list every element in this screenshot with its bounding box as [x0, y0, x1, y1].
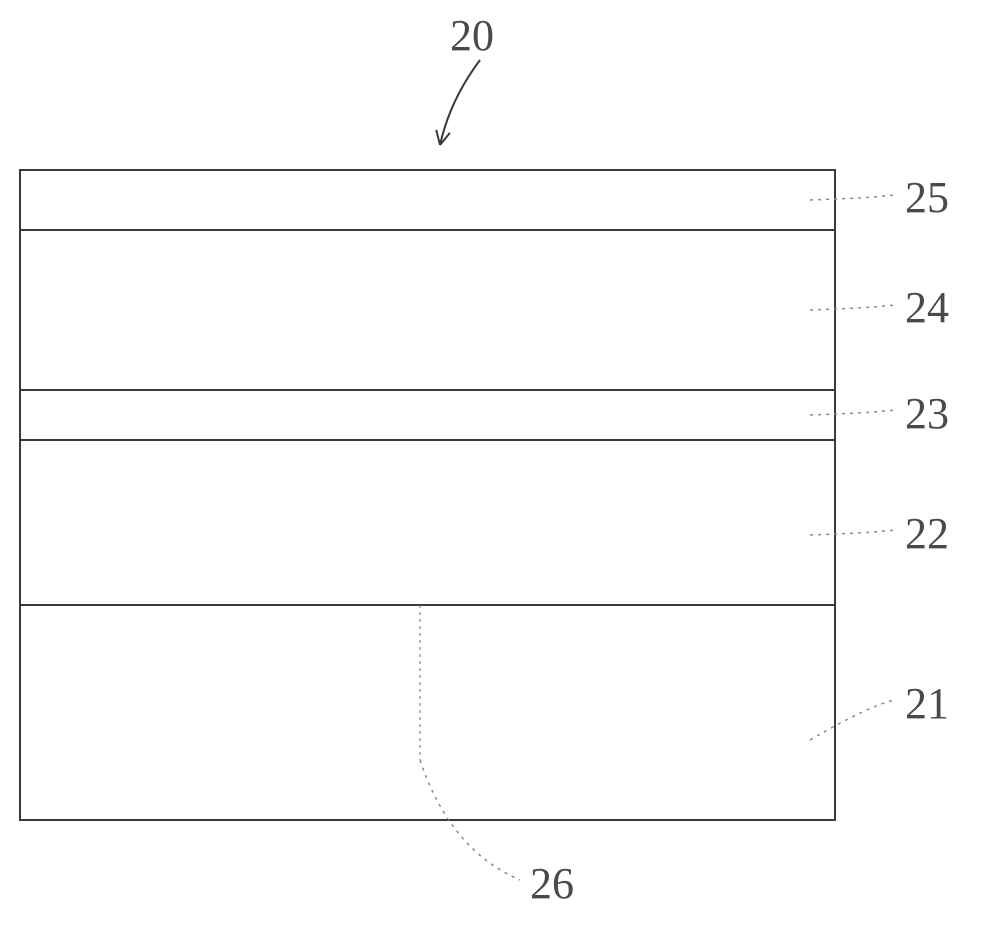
label-25: 25 — [905, 172, 949, 223]
label-26: 26 — [530, 858, 574, 909]
layer-23 — [20, 390, 835, 440]
layer-22 — [20, 440, 835, 605]
label-20: 20 — [450, 10, 494, 61]
label-24: 24 — [905, 282, 949, 333]
label-21: 21 — [905, 678, 949, 729]
layer-24 — [20, 230, 835, 390]
layer-25 — [20, 170, 835, 230]
layer-21 — [20, 605, 835, 820]
label-23: 23 — [905, 388, 949, 439]
diagram-svg — [0, 0, 1000, 926]
label-22: 22 — [905, 508, 949, 559]
